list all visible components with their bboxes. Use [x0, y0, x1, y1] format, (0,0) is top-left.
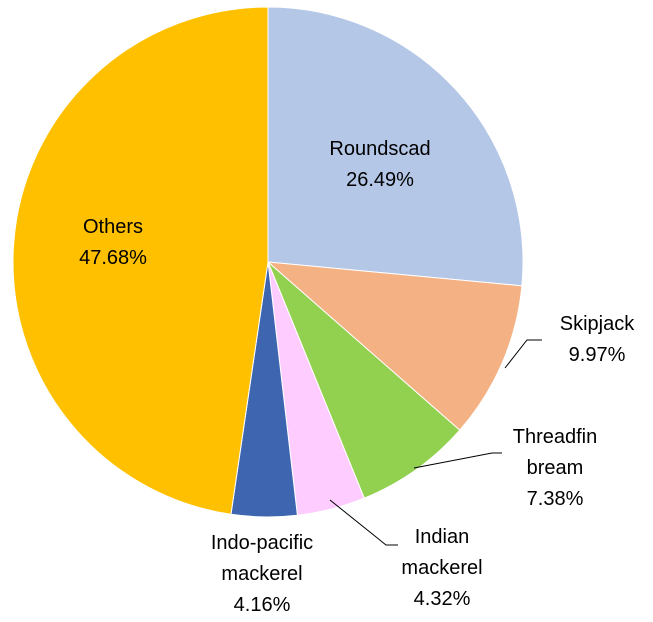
category-label: Indo-pacific mackerel: [211, 532, 313, 585]
value-label: 26.49%: [346, 169, 414, 191]
category-label: Others: [83, 216, 143, 238]
value-label: 9.97%: [569, 344, 626, 366]
pie-slice: [267, 6, 524, 287]
pie-slice: [266, 261, 523, 431]
labels: Roundscad 26.49% Skipjack 9.97% Threadfin bre…: [79, 138, 635, 616]
value-label: 7.38%: [527, 488, 584, 510]
leader-line: [329, 499, 398, 546]
pie-slice: [12, 6, 269, 515]
value-label: 4.32%: [414, 588, 471, 610]
category-label: Threadfin bream: [513, 426, 598, 479]
category-label: Roundscad: [329, 138, 430, 160]
leader-line: [413, 452, 502, 469]
category-label: Indian mackerel: [401, 526, 482, 579]
leader-line: [504, 339, 542, 369]
value-label: 47.68%: [79, 247, 147, 269]
value-label: 4.16%: [234, 594, 291, 616]
pie-slice: [267, 261, 461, 499]
category-label: Skipjack: [560, 313, 635, 335]
pie: [12, 6, 524, 518]
